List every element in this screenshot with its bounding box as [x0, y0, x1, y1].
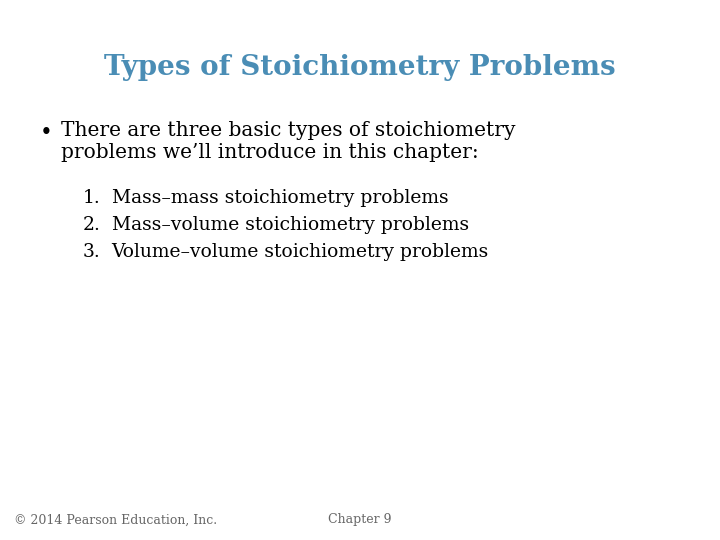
Text: © 2014 Pearson Education, Inc.: © 2014 Pearson Education, Inc. [14, 514, 217, 526]
Text: 1.: 1. [83, 189, 101, 207]
Text: Mass–mass stoichiometry problems: Mass–mass stoichiometry problems [112, 189, 449, 207]
Text: There are three basic types of stoichiometry: There are three basic types of stoichiom… [61, 122, 516, 140]
Text: Types of Stoichiometry Problems: Types of Stoichiometry Problems [104, 54, 616, 81]
Text: problems we’ll introduce in this chapter:: problems we’ll introduce in this chapter… [61, 143, 479, 162]
Text: 3.: 3. [83, 243, 101, 261]
Text: 2.: 2. [83, 216, 101, 234]
Text: •: • [40, 122, 53, 144]
Text: Volume–volume stoichiometry problems: Volume–volume stoichiometry problems [112, 243, 489, 261]
Text: Mass–volume stoichiometry problems: Mass–volume stoichiometry problems [112, 216, 469, 234]
Text: Chapter 9: Chapter 9 [328, 514, 392, 526]
